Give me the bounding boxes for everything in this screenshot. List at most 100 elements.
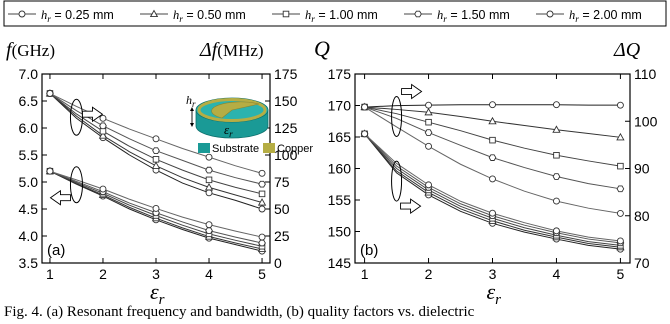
frequency-group-ellipse bbox=[69, 166, 83, 204]
arrowheads bbox=[190, 107, 194, 127]
bandwidth-point bbox=[258, 190, 266, 198]
right-axis-arrow bbox=[401, 83, 423, 100]
frequency-point bbox=[152, 205, 160, 212]
q-group-ellipse bbox=[391, 160, 403, 202]
q-point bbox=[489, 209, 496, 217]
panel-a: 1 2 3 4 5 3.5 4.0 4.5 5.0 5.5 6.0 6.5 7.0 0 25 50 75 100 1… bbox=[6, 39, 298, 308]
y-right-tick-label: 70 bbox=[634, 255, 650, 271]
y-left-tick-label: 175 bbox=[328, 66, 352, 82]
y-left-tick-label: 165 bbox=[328, 129, 352, 145]
y-left-tick-label: 6.5 bbox=[19, 93, 39, 109]
y-left-tick-label: 6.0 bbox=[19, 120, 39, 136]
left-axis-arrow bbox=[49, 189, 71, 206]
delta-q-point bbox=[617, 162, 624, 170]
y-right-tick-label: 125 bbox=[274, 120, 298, 136]
x-tick-label: 1 bbox=[361, 266, 369, 282]
delta-q-point bbox=[425, 118, 432, 126]
delta-q-point bbox=[489, 101, 496, 109]
y-right-tick-label: 175 bbox=[274, 66, 298, 82]
delta-q-point bbox=[552, 173, 561, 180]
copper-ring bbox=[197, 98, 267, 122]
inset-illustration: hr εr Substrate Copper bbox=[186, 93, 313, 155]
bandwidth-point bbox=[46, 89, 54, 97]
q-line-3 bbox=[364, 133, 621, 246]
x-tick-label: 2 bbox=[99, 266, 107, 282]
legend-marker bbox=[18, 10, 26, 18]
figure-caption: Fig. 4. (a) Resonant frequency and bandw… bbox=[4, 304, 475, 320]
x-tick-label: 2 bbox=[425, 266, 433, 282]
legend-marker bbox=[546, 10, 554, 18]
legend-marker bbox=[149, 9, 159, 18]
q-line-2 bbox=[364, 133, 621, 248]
legend-label: hr = 1.00 mm bbox=[305, 8, 378, 25]
y-left-tick-label: 7.0 bbox=[19, 66, 39, 82]
x-tick-label: 4 bbox=[553, 266, 561, 282]
y-left-tick-label: 170 bbox=[328, 98, 352, 114]
y-left-axis-label: Q bbox=[314, 36, 330, 61]
y-right-tick-label: 50 bbox=[274, 201, 290, 217]
y-right-tick-label: 100 bbox=[634, 113, 658, 129]
y-left-axis-label: f(GHz) bbox=[6, 39, 55, 61]
delta-q-point bbox=[552, 125, 561, 133]
y-left-tick-label: 5.0 bbox=[19, 174, 39, 190]
panel-label: (b) bbox=[360, 242, 378, 259]
bandwidth-point bbox=[151, 161, 161, 169]
q-line-1 bbox=[364, 133, 621, 250]
panel-label: (a) bbox=[47, 242, 65, 259]
y-right-axis-label: Δf(MHz) bbox=[199, 39, 264, 61]
y-left-tick-label: 155 bbox=[328, 192, 352, 208]
bandwidth-point bbox=[204, 182, 214, 191]
bandwidth-point bbox=[258, 180, 266, 188]
bandwidth-point bbox=[205, 166, 213, 174]
legend-marker bbox=[282, 10, 290, 18]
bandwidth-point bbox=[152, 147, 160, 154]
x-tick-label: 3 bbox=[489, 266, 497, 282]
bandwidth-point bbox=[205, 153, 213, 161]
x-tick-label: 4 bbox=[205, 266, 213, 282]
frequency-point bbox=[46, 167, 54, 175]
delta-q-point bbox=[616, 101, 624, 109]
delta-q-point bbox=[489, 175, 496, 183]
frequency-point bbox=[205, 221, 213, 229]
legend: hr = 0.25 mm hr = 0.50 mm hr = 1.00 mm hr =… bbox=[3, 0, 667, 27]
copper-swatch bbox=[263, 143, 275, 153]
bandwidth-point bbox=[99, 127, 107, 135]
substrate-legend-label: Substrate bbox=[212, 143, 259, 155]
legend-label: hr = 0.25 mm bbox=[41, 8, 114, 25]
y-right-tick-label: 150 bbox=[274, 93, 298, 109]
delta-q-point bbox=[361, 103, 369, 111]
delta-q-point bbox=[553, 197, 560, 205]
substrate-swatch bbox=[198, 143, 210, 153]
bandwidth-point bbox=[205, 189, 213, 197]
q-point bbox=[616, 237, 624, 245]
delta-q-point bbox=[489, 136, 496, 144]
y-left-tick-label: 4.5 bbox=[19, 201, 39, 217]
copper-patch bbox=[211, 101, 260, 119]
bandwidth-point bbox=[258, 205, 266, 213]
legend-label: hr = 1.50 mm bbox=[437, 8, 510, 25]
delta-q-point bbox=[425, 101, 432, 109]
y-right-tick-label: 0 bbox=[274, 255, 282, 271]
panel-b: 1 2 3 4 5 145 150 155 160 165 170 175 70 80 90 100 110 (b… bbox=[314, 36, 658, 308]
y-right-tick-label: 25 bbox=[274, 228, 290, 244]
delta-q-point bbox=[424, 107, 433, 116]
y-left-tick-label: 150 bbox=[328, 224, 352, 240]
delta-q-point bbox=[616, 209, 624, 217]
delta-q-point bbox=[553, 101, 560, 109]
y-right-axis-label: ΔQ bbox=[613, 39, 641, 61]
frequency-point bbox=[99, 185, 107, 193]
delta-q-point bbox=[424, 129, 433, 136]
bandwidth-point bbox=[152, 156, 160, 163]
x-tick-label: 5 bbox=[617, 266, 625, 282]
delta-q-point bbox=[488, 116, 497, 125]
x-tick-label: 5 bbox=[258, 266, 266, 282]
delta-q-point bbox=[616, 185, 625, 193]
bandwidth-point bbox=[258, 169, 266, 177]
delta-q-point bbox=[425, 142, 432, 150]
copper-legend-label: Copper bbox=[277, 143, 313, 155]
bandwidth-point bbox=[205, 176, 213, 184]
x-axis-label: εr bbox=[487, 279, 502, 308]
inset-epsilon-label: εr bbox=[224, 122, 233, 139]
x-axis-label: εr bbox=[150, 279, 165, 308]
